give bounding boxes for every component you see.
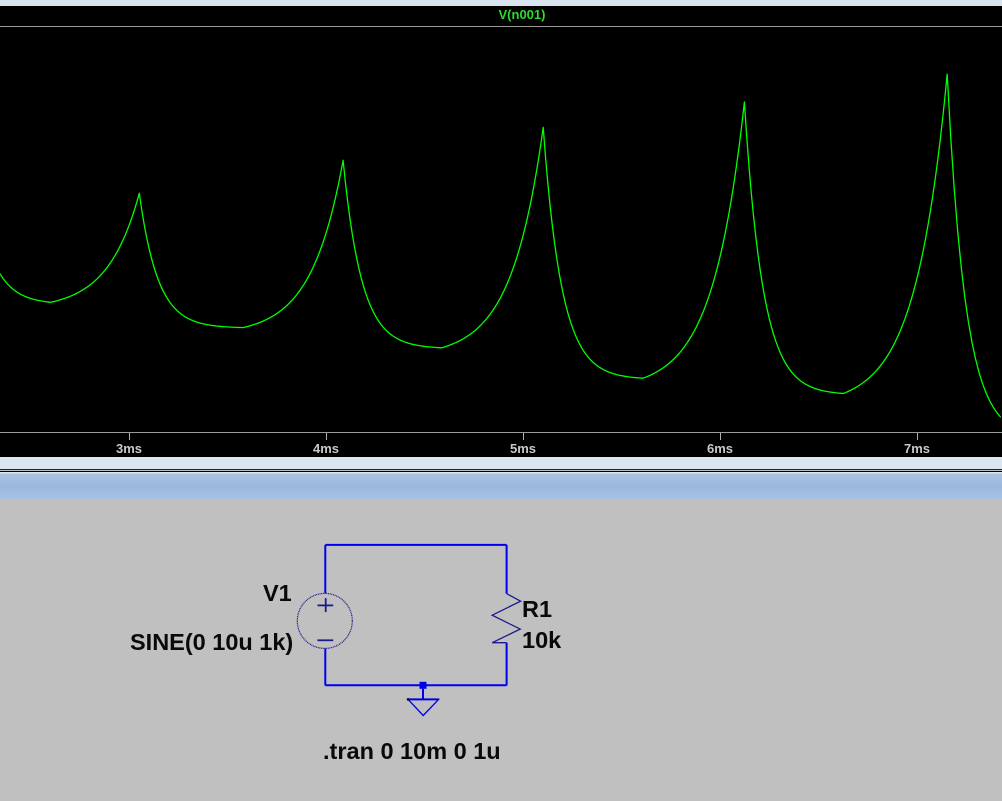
svg-text:R1: R1	[522, 596, 552, 622]
svg-text:.tran 0 10m 0 1u: .tran 0 10m 0 1u	[323, 738, 501, 764]
svg-text:V1: V1	[263, 580, 292, 606]
svg-text:10k: 10k	[522, 627, 562, 653]
svg-text:SINE(0 10u 1k): SINE(0 10u 1k)	[130, 629, 293, 655]
